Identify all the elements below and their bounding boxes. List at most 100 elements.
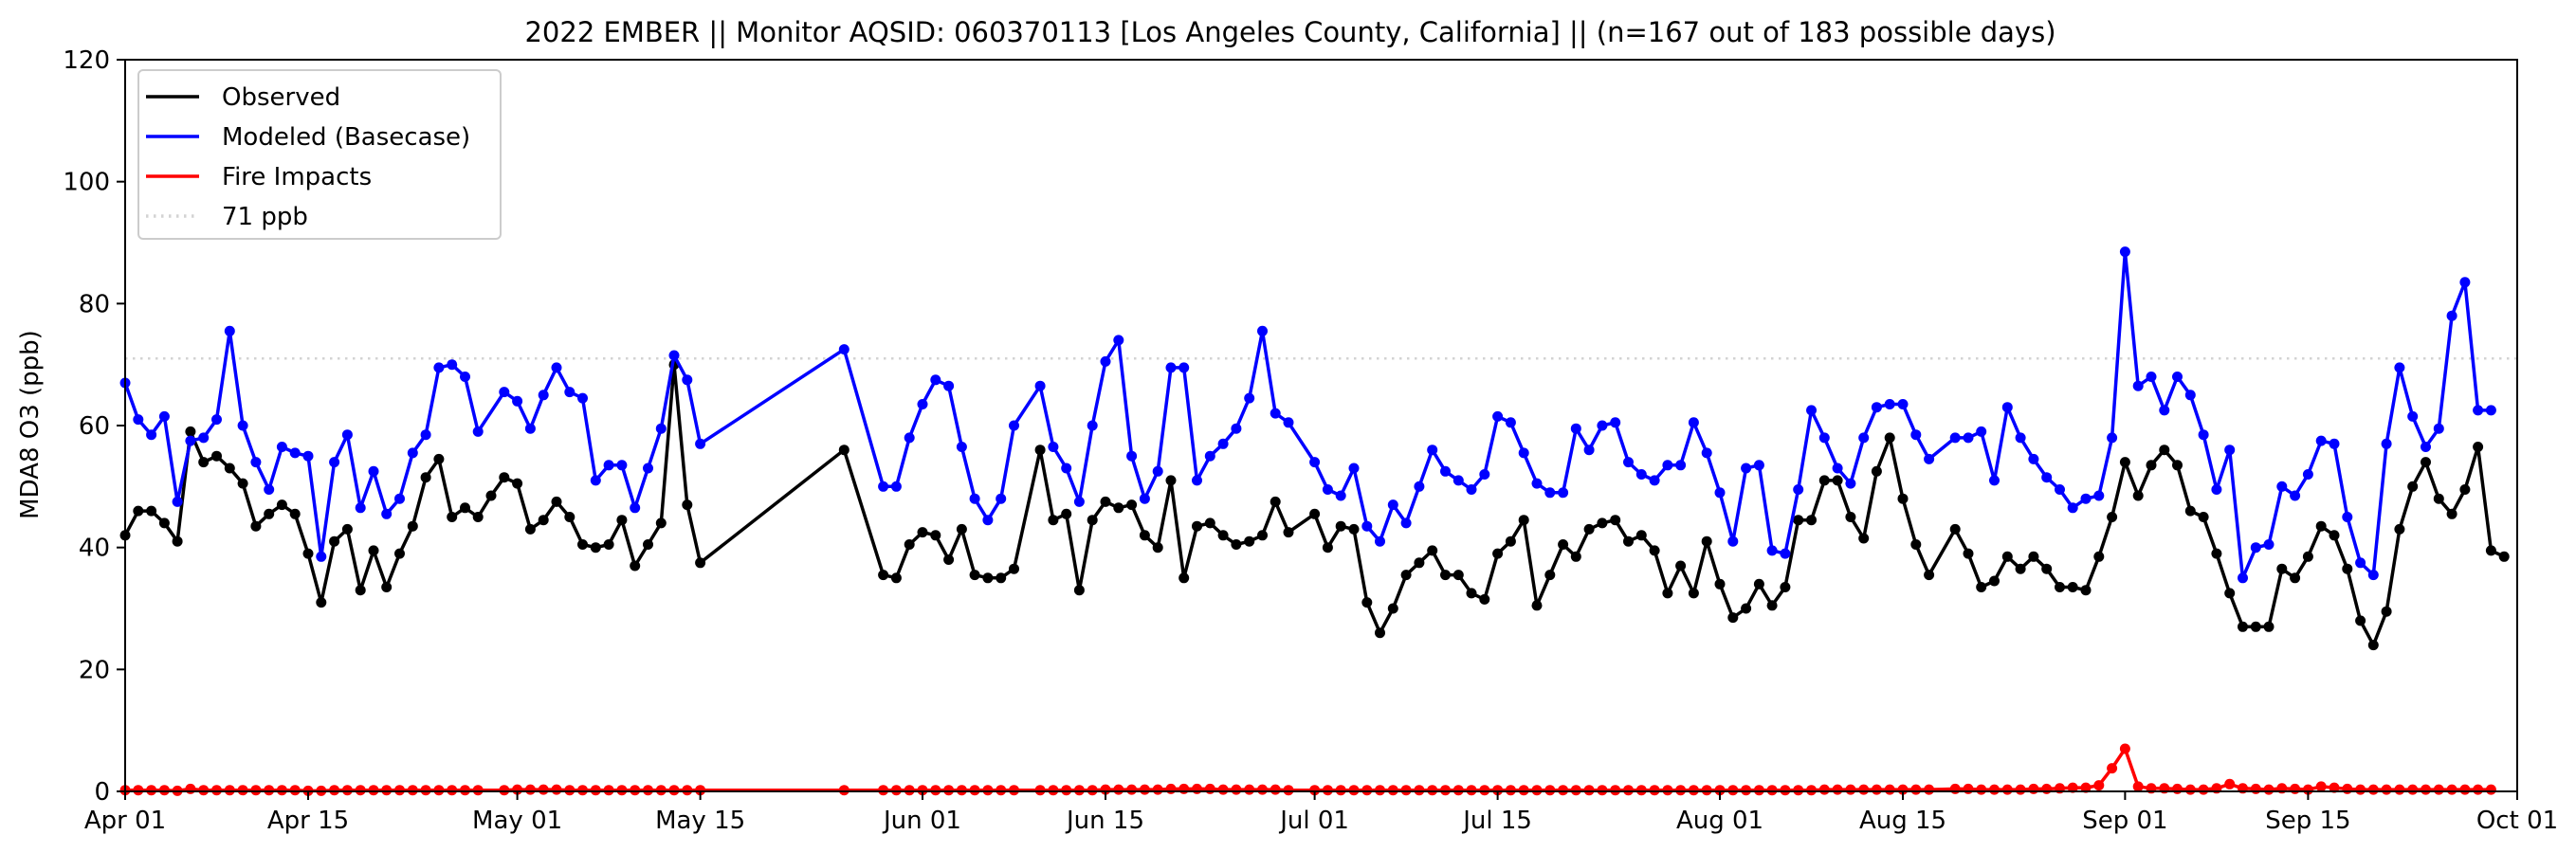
data-point-observed-1 bbox=[133, 505, 144, 517]
data-point-modeled-151 bbox=[2302, 469, 2313, 480]
data-point-modeled-54 bbox=[996, 493, 1007, 504]
data-point-modeled-101 bbox=[1635, 469, 1647, 480]
data-point-modeled-57 bbox=[1048, 442, 1059, 452]
data-point-modeled-13 bbox=[289, 447, 301, 459]
x-tick-label-10: Sep 01 bbox=[2082, 807, 2167, 835]
data-point-fire-impacts-155 bbox=[2355, 784, 2366, 795]
data-point-fire-impacts-60 bbox=[1087, 785, 1098, 796]
data-point-observed-60 bbox=[1073, 585, 1085, 596]
data-point-modeled-81 bbox=[1375, 535, 1385, 547]
data-point-fire-impacts-111 bbox=[1766, 785, 1778, 796]
data-point-fire-impacts-44 bbox=[838, 785, 850, 796]
data-point-modeled-41 bbox=[668, 350, 680, 361]
plot-area: 0 20 40 60 80 100 120 Apr 01 Apr 15 May 01 May 15 J… bbox=[63, 46, 2558, 835]
x-tick-label-7: Jul 15 bbox=[1461, 807, 1532, 835]
data-point-observed-54 bbox=[982, 572, 994, 584]
data-point-observed-167 bbox=[2498, 551, 2510, 562]
data-point-modeled-93 bbox=[1531, 478, 1543, 489]
data-point-modeled-132 bbox=[2055, 484, 2065, 495]
data-point-observed-8 bbox=[224, 463, 235, 474]
data-point-fire-impacts-113 bbox=[1793, 785, 1804, 796]
data-point-modeled-145 bbox=[2224, 445, 2236, 456]
data-point-observed-73 bbox=[1244, 535, 1255, 547]
data-point-observed-86 bbox=[1427, 545, 1438, 556]
data-point-modeled-107 bbox=[1714, 487, 1726, 499]
data-point-fire-impacts-116 bbox=[1832, 784, 1843, 795]
data-point-modeled-30 bbox=[524, 423, 536, 434]
data-point-fire-impacts-123 bbox=[1924, 784, 1935, 795]
data-point-modeled-31 bbox=[538, 390, 549, 401]
data-point-fire-impacts-100 bbox=[1623, 785, 1634, 796]
data-point-modeled-47 bbox=[904, 432, 915, 444]
data-point-observed-99 bbox=[1597, 517, 1608, 529]
data-point-observed-59 bbox=[1061, 508, 1072, 519]
data-point-fire-impacts-93 bbox=[1531, 785, 1543, 796]
data-point-modeled-103 bbox=[1662, 460, 1673, 471]
data-point-fire-impacts-128 bbox=[2001, 784, 2013, 795]
data-point-modeled-143 bbox=[2198, 429, 2209, 441]
data-point-modeled-63 bbox=[1126, 450, 1138, 462]
data-point-observed-81 bbox=[1361, 597, 1373, 608]
data-point-modeled-38 bbox=[630, 502, 641, 514]
data-point-fire-impacts-6 bbox=[198, 785, 210, 796]
data-point-modeled-134 bbox=[2080, 493, 2092, 504]
data-point-observed-24 bbox=[433, 453, 445, 464]
data-point-observed-78 bbox=[1322, 542, 1333, 554]
data-point-observed-129 bbox=[2001, 551, 2013, 562]
data-point-fire-impacts-51 bbox=[956, 785, 967, 796]
data-point-observed-57 bbox=[1034, 445, 1046, 456]
data-point-observed-117 bbox=[1832, 475, 1843, 486]
data-point-fire-impacts-103 bbox=[1662, 785, 1673, 796]
data-point-modeled-88 bbox=[1466, 484, 1477, 495]
data-point-fire-impacts-159 bbox=[2407, 784, 2419, 795]
data-point-observed-119 bbox=[1858, 533, 1870, 544]
data-point-observed-152 bbox=[2302, 551, 2313, 562]
data-point-modeled-20 bbox=[381, 508, 393, 519]
data-point-modeled-68 bbox=[1192, 475, 1202, 486]
data-point-observed-154 bbox=[2329, 530, 2340, 541]
data-point-fire-impacts-118 bbox=[1858, 784, 1870, 795]
data-point-modeled-147 bbox=[2250, 542, 2261, 554]
data-point-modeled-108 bbox=[1727, 535, 1739, 547]
data-point-observed-96 bbox=[1558, 539, 1569, 550]
data-point-observed-162 bbox=[2433, 493, 2444, 504]
data-point-observed-124 bbox=[1924, 570, 1935, 581]
data-point-fire-impacts-86 bbox=[1440, 785, 1451, 796]
data-point-observed-109 bbox=[1727, 612, 1739, 624]
data-point-modeled-14 bbox=[302, 450, 314, 462]
data-point-modeled-113 bbox=[1793, 484, 1804, 495]
data-point-modeled-27 bbox=[472, 426, 484, 437]
data-point-observed-9 bbox=[237, 478, 248, 489]
data-point-fire-impacts-145 bbox=[2224, 778, 2236, 789]
data-point-fire-impacts-70 bbox=[1217, 784, 1229, 795]
data-point-modeled-138 bbox=[2132, 380, 2144, 391]
data-point-modeled-83 bbox=[1400, 517, 1412, 529]
data-point-modeled-96 bbox=[1570, 423, 1581, 434]
data-point-fire-impacts-105 bbox=[1688, 785, 1699, 796]
data-point-fire-impacts-63 bbox=[1126, 784, 1138, 795]
y-tick-label-40: 40 bbox=[79, 535, 110, 563]
data-point-observed-53 bbox=[969, 570, 980, 581]
data-point-fire-impacts-23 bbox=[420, 785, 431, 796]
data-point-fire-impacts-12 bbox=[276, 785, 287, 796]
legend-box bbox=[137, 69, 502, 240]
data-point-observed-65 bbox=[1139, 530, 1150, 541]
data-point-modeled-29 bbox=[512, 395, 523, 407]
data-point-modeled-99 bbox=[1610, 417, 1621, 428]
chart-title: 2022 EMBER || Monitor AQSID: 060370113 [… bbox=[524, 16, 2055, 48]
data-point-fire-impacts-137 bbox=[2119, 743, 2130, 754]
data-point-modeled-86 bbox=[1440, 465, 1451, 477]
data-point-observed-36 bbox=[590, 542, 601, 554]
data-point-observed-164 bbox=[2459, 484, 2471, 495]
data-point-fire-impacts-90 bbox=[1492, 785, 1504, 796]
data-point-fire-impacts-59 bbox=[1073, 785, 1085, 796]
data-point-fire-impacts-120 bbox=[1884, 784, 1895, 795]
data-point-modeled-118 bbox=[1858, 432, 1870, 444]
data-point-observed-137 bbox=[2107, 512, 2118, 522]
data-point-modeled-144 bbox=[2211, 484, 2222, 495]
data-point-observed-85 bbox=[1414, 557, 1425, 569]
data-point-observed-161 bbox=[2421, 457, 2431, 468]
data-point-modeled-1 bbox=[133, 414, 144, 426]
data-point-observed-116 bbox=[1818, 475, 1830, 486]
data-point-observed-105 bbox=[1675, 560, 1687, 572]
